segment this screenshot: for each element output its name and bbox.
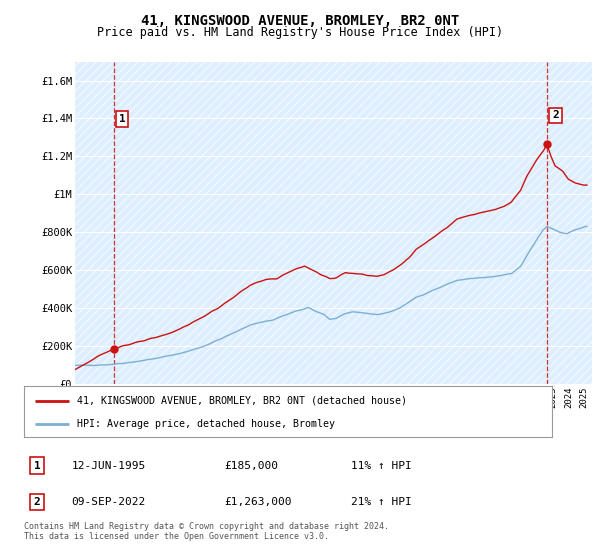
Text: Contains HM Land Registry data © Crown copyright and database right 2024.
This d: Contains HM Land Registry data © Crown c… <box>24 522 389 542</box>
Text: 11% ↑ HPI: 11% ↑ HPI <box>352 461 412 470</box>
Text: 41, KINGSWOOD AVENUE, BROMLEY, BR2 0NT: 41, KINGSWOOD AVENUE, BROMLEY, BR2 0NT <box>141 14 459 28</box>
Text: 12-JUN-1995: 12-JUN-1995 <box>71 461 146 470</box>
Text: HPI: Average price, detached house, Bromley: HPI: Average price, detached house, Brom… <box>77 419 335 429</box>
Text: 1: 1 <box>34 461 41 470</box>
Text: £185,000: £185,000 <box>224 461 278 470</box>
Text: 2: 2 <box>34 497 41 507</box>
Text: 21% ↑ HPI: 21% ↑ HPI <box>352 497 412 507</box>
Text: 1: 1 <box>119 114 125 124</box>
Text: 2: 2 <box>552 110 559 120</box>
Text: 41, KINGSWOOD AVENUE, BROMLEY, BR2 0NT (detached house): 41, KINGSWOOD AVENUE, BROMLEY, BR2 0NT (… <box>77 395 407 405</box>
Text: 09-SEP-2022: 09-SEP-2022 <box>71 497 146 507</box>
Text: Price paid vs. HM Land Registry's House Price Index (HPI): Price paid vs. HM Land Registry's House … <box>97 26 503 39</box>
Text: £1,263,000: £1,263,000 <box>224 497 292 507</box>
